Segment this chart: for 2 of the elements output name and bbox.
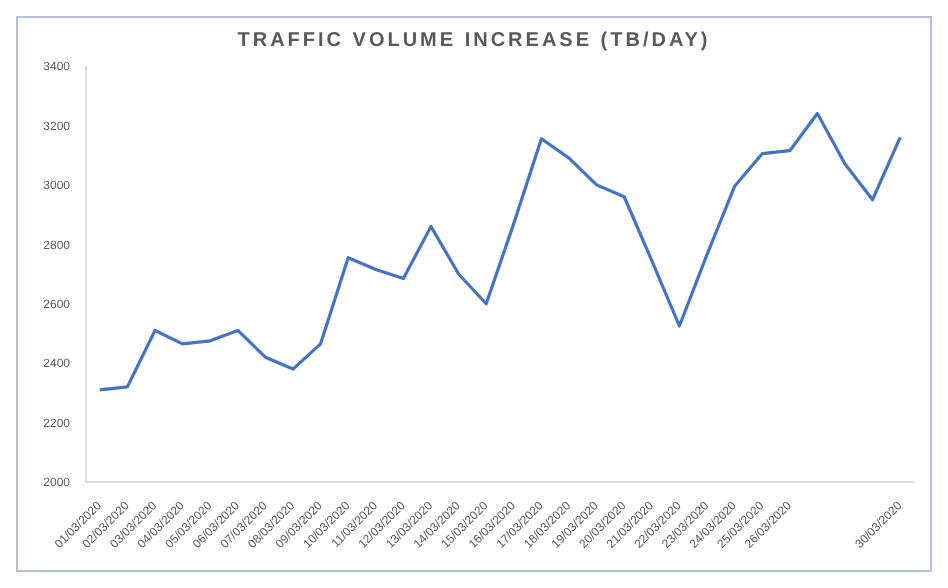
chart-title: TRAFFIC VOLUME INCREASE (TB/DAY) [235, 28, 713, 56]
line-series [98, 111, 902, 392]
